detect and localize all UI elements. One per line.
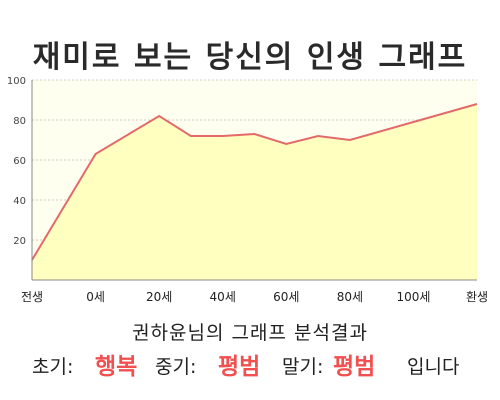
mid-value: 평범	[218, 354, 261, 380]
chart-title: 재미로 보는 당신의 인생 그래프	[32, 40, 468, 75]
early-label: 초기:	[32, 356, 74, 378]
analysis-heading: 권하윤님의 그래프 분석결과	[132, 322, 368, 344]
y-tick-label: 40	[13, 196, 26, 207]
y-tick-label: 20	[13, 236, 26, 247]
ending-text: 입니다	[407, 356, 460, 378]
x-tick-label: 전생	[21, 290, 43, 304]
late-label: 말기:	[282, 356, 324, 378]
x-tick-label: 0세	[86, 290, 105, 304]
area-fill	[32, 104, 477, 280]
y-tick-label: 60	[13, 156, 26, 167]
mid-label: 중기:	[155, 356, 197, 378]
x-tick-label: 20세	[146, 290, 172, 304]
x-tick-label: 80세	[337, 290, 363, 304]
x-tick-label: 100세	[396, 290, 430, 304]
early-value: 행복	[95, 354, 138, 380]
x-tick-label: 환생	[466, 290, 488, 304]
x-tick-label: 40세	[210, 290, 236, 304]
y-tick-label: 80	[13, 116, 26, 127]
y-tick-label: 100	[7, 76, 26, 87]
series-line	[31, 103, 478, 261]
late-value: 평범	[333, 354, 376, 380]
x-tick-label: 60세	[273, 290, 299, 304]
